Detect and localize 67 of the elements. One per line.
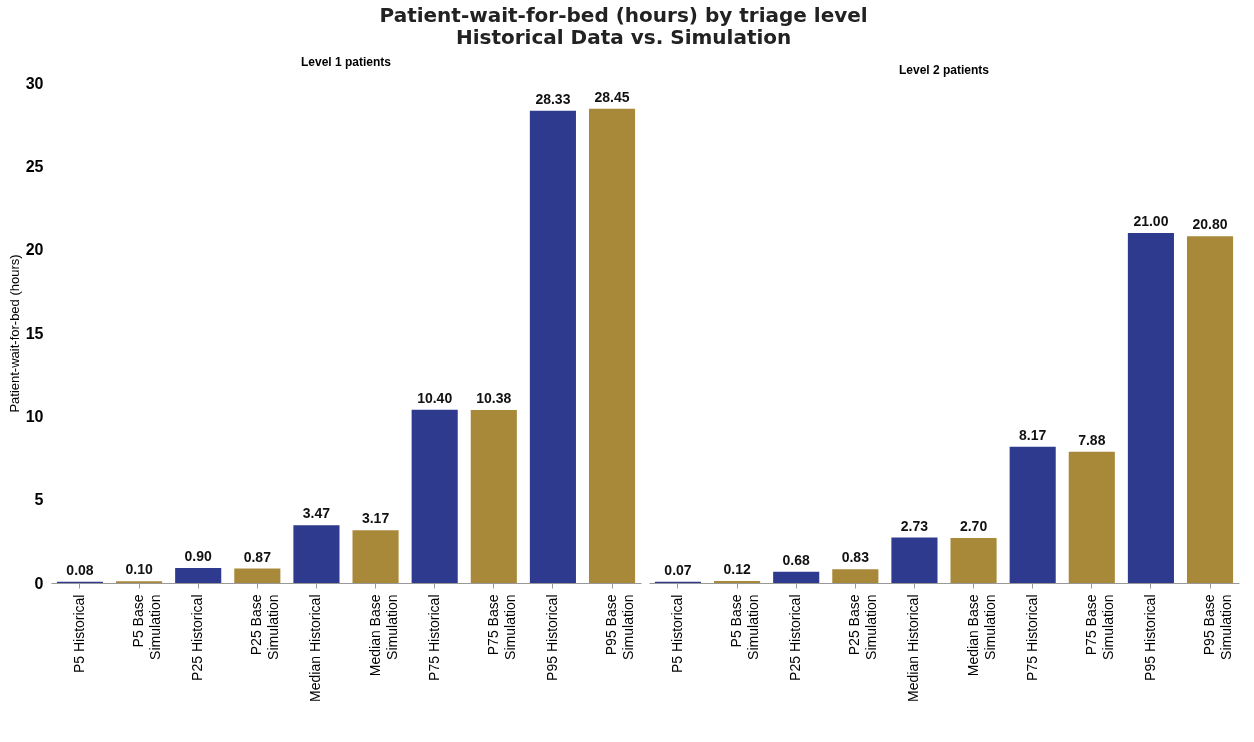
- x-tick-label: P95 Historical: [543, 594, 560, 681]
- data-label: 3.17: [361, 510, 390, 527]
- y-tick-label: 25: [25, 157, 44, 175]
- bar: [588, 108, 636, 583]
- bar: [832, 569, 879, 583]
- x-tick-label: P95 Base Simulation: [1201, 594, 1235, 660]
- bar: [529, 110, 576, 583]
- y-tick-label: 5: [34, 491, 44, 509]
- x-tick-label: P5 Historical: [70, 594, 87, 674]
- x-tick-label: Median Historical: [307, 594, 324, 702]
- x-tick-label: P95 Historical: [1141, 594, 1158, 681]
- bar: [1127, 233, 1174, 583]
- x-tick-label: P75 Base Simulation: [1082, 594, 1116, 660]
- y-tick-label: 15: [25, 324, 44, 342]
- bar: [1068, 451, 1115, 583]
- data-label: 10.38: [476, 390, 512, 406]
- data-label: 2.70: [959, 518, 988, 534]
- data-label: 10.40: [417, 389, 453, 406]
- x-tick-label: P75 Base Simulation: [484, 594, 518, 660]
- chart-subtitle: Level 1 patients: [300, 55, 392, 69]
- x-tick-label: P25 Historical: [189, 594, 206, 681]
- data-label: 0.07: [664, 561, 692, 578]
- x-tick-label: P75 Historical: [425, 594, 442, 681]
- data-label: 0.90: [184, 548, 213, 564]
- bar: [234, 568, 281, 583]
- x-tick-label: Median Base Simulation: [964, 594, 998, 677]
- bar: [950, 538, 997, 583]
- bar: [411, 409, 458, 583]
- bar: [773, 571, 820, 583]
- data-label: 20.80: [1192, 216, 1228, 233]
- x-tick-label: P95 Base Simulation: [603, 594, 637, 660]
- data-label: 0.68: [782, 551, 811, 568]
- bar: [891, 537, 938, 583]
- x-tick-label: P75 Historical: [1023, 594, 1040, 681]
- y-tick-label: 30: [25, 74, 44, 92]
- bar: [293, 525, 340, 583]
- data-label: 0.83: [841, 549, 870, 566]
- bar: [352, 530, 399, 583]
- x-tick-label: Median Base Simulation: [366, 594, 400, 677]
- x-tick-label: P25 Historical: [787, 594, 804, 681]
- y-tick-label: 20: [25, 241, 44, 259]
- data-label: 28.33: [535, 90, 571, 107]
- data-label: 0.87: [243, 548, 272, 565]
- bar: [1009, 446, 1056, 583]
- bar: [1186, 236, 1234, 583]
- chart-title: Patient-wait-for-bed (hours) by triage level Historical Data vs. Simulation: [379, 3, 868, 49]
- y-axis-title: Patient-wait-for-bed (hours): [6, 254, 22, 413]
- data-label: 2.73: [900, 517, 929, 534]
- y-tick-label: 0: [34, 574, 44, 592]
- data-label: 0.08: [66, 561, 94, 578]
- chart-subtitle: Level 2 patients: [898, 63, 990, 77]
- x-tick-label: P5 Historical: [668, 594, 685, 674]
- x-tick-label: P5 Base Simulation: [728, 594, 762, 660]
- y-tick-label: 10: [25, 407, 44, 425]
- data-label: 21.00: [1133, 213, 1169, 229]
- data-label: 3.47: [302, 505, 331, 522]
- x-tick-label: Median Historical: [905, 594, 922, 702]
- x-tick-label: P5 Base Simulation: [130, 594, 164, 660]
- x-tick-label: P25 Base Simulation: [248, 594, 282, 660]
- data-label: 28.45: [594, 88, 630, 105]
- x-tick-label: P25 Base Simulation: [846, 594, 880, 660]
- data-label: 0.12: [723, 561, 751, 577]
- data-label: 7.88: [1078, 431, 1106, 448]
- data-label: 0.10: [125, 561, 153, 578]
- bar: [470, 410, 517, 583]
- bar: [175, 568, 222, 583]
- data-label: 8.17: [1019, 426, 1047, 443]
